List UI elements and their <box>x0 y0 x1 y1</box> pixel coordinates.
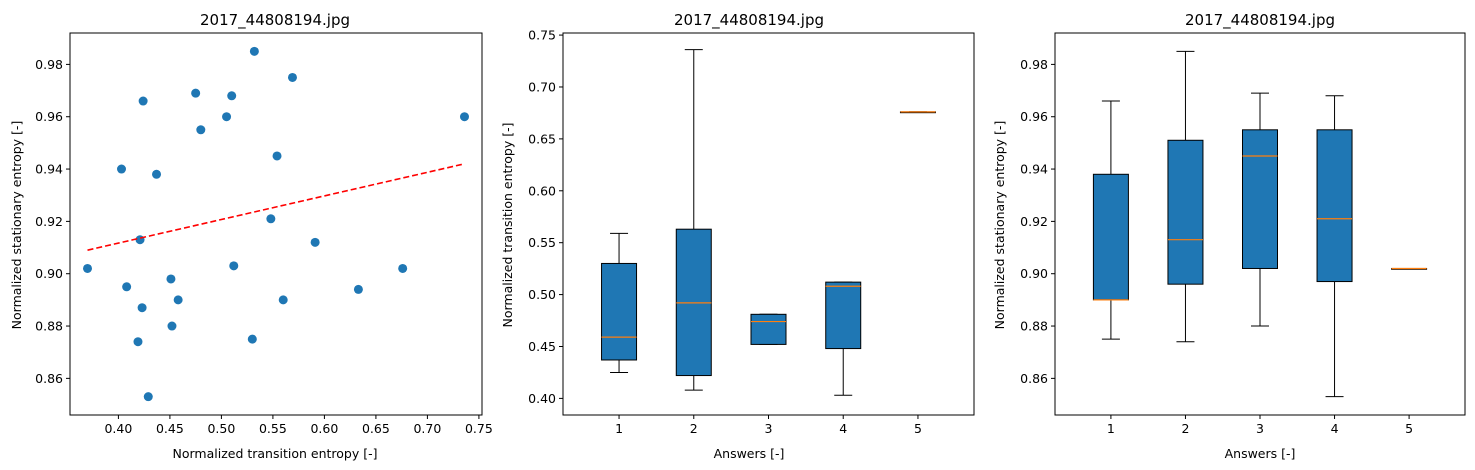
stationary-boxplot-panel: 2017_44808194.jpg Answers [-] Normalized… <box>992 11 1466 461</box>
scatter-point <box>310 237 320 247</box>
scatter-x-tick-label: 0.40 <box>104 421 132 436</box>
scatter-point <box>266 214 276 224</box>
scatter-point <box>143 392 153 402</box>
scatter-point <box>135 235 145 245</box>
scatter-trend-line <box>87 163 465 251</box>
scatter-x-tick-label: 0.50 <box>207 421 235 436</box>
transition-boxplot-x-tick-label: 1 <box>615 421 623 436</box>
scatter-point <box>191 88 201 98</box>
transition-boxplot-x-axis-label: Answers [-] <box>714 446 785 461</box>
scatter-point <box>117 164 126 174</box>
stationary-boxplot-box <box>1167 139 1204 285</box>
transition-boxplot-y-tick-label: 0.40 <box>528 391 556 406</box>
stationary-boxplot-x-tick-label: 5 <box>1405 421 1413 436</box>
transition-boxplot-box <box>750 313 787 345</box>
stationary-boxplot-x-tick-label: 1 <box>1107 421 1115 436</box>
stationary-boxplot-x-tick-label: 3 <box>1256 421 1264 436</box>
scatter-y-tick-label: 0.86 <box>35 371 63 386</box>
scatter-x-tick-label: 0.60 <box>310 421 338 436</box>
scatter-point <box>287 72 297 82</box>
scatter-y-tick-label: 0.98 <box>35 57 63 72</box>
scatter-point <box>133 337 143 347</box>
transition-boxplot-plot-frame <box>562 32 975 416</box>
scatter-point <box>222 112 232 122</box>
stationary-boxplot-x-tick-label: 2 <box>1181 421 1189 436</box>
scatter-title: 2017_44808194.jpg <box>200 11 350 30</box>
transition-boxplot-panel: 2017_44808194.jpg Answers [-] Normalized… <box>500 11 975 461</box>
scatter-y-axis-label: Normalized stationary entropy [-] <box>9 121 24 330</box>
stationary-boxplot-title: 2017_44808194.jpg <box>1185 11 1335 30</box>
transition-boxplot-y-tick-label: 0.55 <box>528 235 556 250</box>
scatter-x-tick-label: 0.70 <box>413 421 441 436</box>
scatter-point <box>122 282 132 292</box>
stationary-boxplot-box <box>1242 129 1278 269</box>
stationary-boxplot-y-axis-label: Normalized stationary entropy [-] <box>992 121 1007 330</box>
transition-boxplot-y-tick-label: 0.45 <box>528 339 556 354</box>
scatter-point <box>173 295 183 305</box>
stationary-boxplot-box <box>1092 173 1129 301</box>
scatter-point <box>166 274 176 284</box>
scatter-panel: 2017_44808194.jpg Normalized transition … <box>9 11 493 461</box>
stationary-boxplot-y-tick-label: 0.88 <box>1020 319 1048 334</box>
scatter-point <box>398 263 408 273</box>
stationary-boxplot-y-tick-label: 0.94 <box>1020 162 1048 177</box>
scatter-point <box>83 263 93 273</box>
transition-boxplot-y-tick-label: 0.75 <box>528 28 556 43</box>
scatter-y-tick-label: 0.94 <box>35 162 63 177</box>
stationary-boxplot-plot-frame <box>1054 32 1466 416</box>
scatter-y-tick-label: 0.88 <box>35 319 63 334</box>
scatter-point <box>227 91 237 101</box>
transition-boxplot-y-tick-label: 0.70 <box>528 79 556 94</box>
scatter-point <box>196 125 206 135</box>
transition-boxplot-y-tick-label: 0.65 <box>528 131 556 146</box>
scatter-x-tick-label: 0.65 <box>362 421 390 436</box>
scatter-point <box>229 261 239 271</box>
stationary-boxplot-y-tick-label: 0.96 <box>1020 109 1048 124</box>
transition-boxplot-x-tick-label: 5 <box>914 421 922 436</box>
scatter-point <box>152 169 162 179</box>
scatter-point <box>167 321 177 331</box>
scatter-x-axis-label: Normalized transition entropy [-] <box>173 446 378 461</box>
transition-boxplot-y-axis-label: Normalized transition entropy [-] <box>500 123 515 328</box>
scatter-point <box>138 96 148 106</box>
stationary-boxplot-x-tick-label: 4 <box>1331 421 1339 436</box>
scatter-point <box>137 303 147 313</box>
scatter-y-tick-label: 0.92 <box>35 214 63 229</box>
stationary-boxplot-x-axis-label: Answers [-] <box>1225 446 1296 461</box>
scatter-point <box>459 112 469 122</box>
transition-boxplot-y-tick-label: 0.60 <box>528 183 556 198</box>
stationary-boxplot-y-tick-label: 0.98 <box>1020 57 1048 72</box>
transition-boxplot-box <box>825 281 862 350</box>
stationary-boxplot-y-tick-label: 0.92 <box>1020 214 1048 229</box>
stationary-boxplot-y-tick-label: 0.90 <box>1020 266 1048 281</box>
scatter-y-tick-label: 0.96 <box>35 109 63 124</box>
scatter-plot-frame <box>69 32 483 416</box>
scatter-point <box>278 295 288 305</box>
transition-boxplot-box <box>601 262 638 361</box>
stationary-boxplot-box <box>1316 129 1353 283</box>
scatter-point <box>353 284 363 294</box>
transition-boxplot-y-tick-label: 0.50 <box>528 287 556 302</box>
scatter-point <box>247 334 257 344</box>
scatter-x-tick-label: 0.55 <box>259 421 287 436</box>
transition-boxplot-x-tick-label: 2 <box>690 421 698 436</box>
scatter-y-tick-label: 0.90 <box>35 266 63 281</box>
scatter-point <box>272 151 282 161</box>
transition-boxplot-x-tick-label: 3 <box>765 421 773 436</box>
scatter-x-tick-label: 0.75 <box>465 421 493 436</box>
stationary-boxplot-y-tick-label: 0.86 <box>1020 371 1048 386</box>
transition-boxplot-title: 2017_44808194.jpg <box>674 11 824 30</box>
scatter-point <box>249 46 259 56</box>
transition-boxplot-x-tick-label: 4 <box>839 421 847 436</box>
scatter-x-tick-label: 0.45 <box>156 421 184 436</box>
